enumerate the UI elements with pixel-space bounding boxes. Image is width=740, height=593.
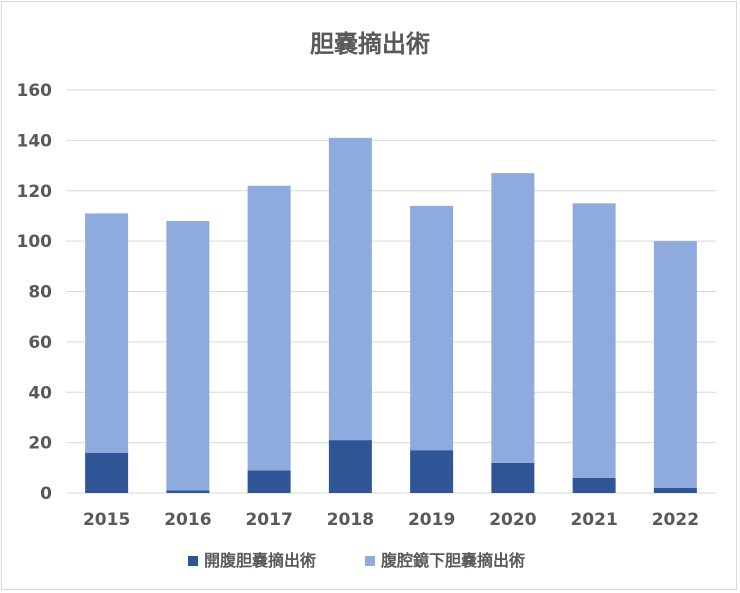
bars — [85, 137, 697, 493]
legend-swatch — [188, 556, 198, 566]
y-axis-ticks: 0 20 40 60 80 100 120 140 160 — [17, 81, 53, 504]
bar-segment-series-0-2016 — [166, 490, 210, 493]
y-tick-label: 80 — [28, 283, 52, 303]
bar-segment-series-0-2021 — [572, 477, 616, 493]
x-tick-label: 2022 — [652, 510, 699, 530]
x-tick-label: 2017 — [245, 510, 292, 530]
bar-segment-series-0-2018 — [328, 440, 372, 493]
bar-segment-series-1-2019 — [410, 205, 454, 451]
y-tick-label: 40 — [28, 383, 52, 403]
y-tick-label: 160 — [17, 81, 53, 101]
legend-label: 開腹胆嚢摘出術 — [204, 551, 316, 570]
x-tick-label: 2018 — [327, 510, 374, 530]
bar-segment-series-1-2020 — [491, 173, 535, 463]
bar-segment-series-0-2022 — [653, 487, 697, 493]
bar-segment-series-0-2019 — [410, 450, 454, 493]
bar-segment-series-1-2021 — [572, 203, 616, 478]
x-axis-ticks: 2015 2016 2017 2018 2019 2020 2021 2022 — [83, 510, 699, 530]
y-tick-label: 0 — [40, 484, 52, 504]
legend-label: 腹腔鏡下胆嚢摘出術 — [381, 551, 525, 570]
bar-segment-series-1-2016 — [166, 220, 210, 491]
bar-segment-series-0-2017 — [247, 470, 291, 493]
x-tick-label: 2020 — [489, 510, 536, 530]
bar-segment-series-1-2017 — [247, 185, 291, 471]
y-tick-label: 140 — [17, 131, 53, 151]
bar-segment-series-1-2022 — [653, 241, 697, 488]
y-tick-label: 120 — [17, 182, 53, 202]
bar-segment-series-0-2015 — [85, 452, 129, 493]
bar-segment-series-1-2018 — [328, 137, 372, 441]
bar-segment-series-1-2015 — [85, 213, 129, 453]
y-tick-label: 60 — [28, 333, 52, 353]
x-tick-label: 2015 — [83, 510, 130, 530]
y-tick-label: 100 — [17, 232, 53, 252]
x-tick-label: 2016 — [164, 510, 211, 530]
bar-segment-series-0-2020 — [491, 462, 535, 493]
gridlines — [66, 89, 716, 494]
chart-title: 胆嚢摘出術 — [310, 30, 430, 58]
y-tick-label: 20 — [28, 434, 52, 454]
x-tick-label: 2019 — [408, 510, 455, 530]
x-tick-label: 2021 — [570, 510, 617, 530]
legend: 開腹胆嚢摘出術 腹腔鏡下胆嚢摘出術 — [188, 551, 525, 570]
legend-swatch — [365, 556, 375, 566]
